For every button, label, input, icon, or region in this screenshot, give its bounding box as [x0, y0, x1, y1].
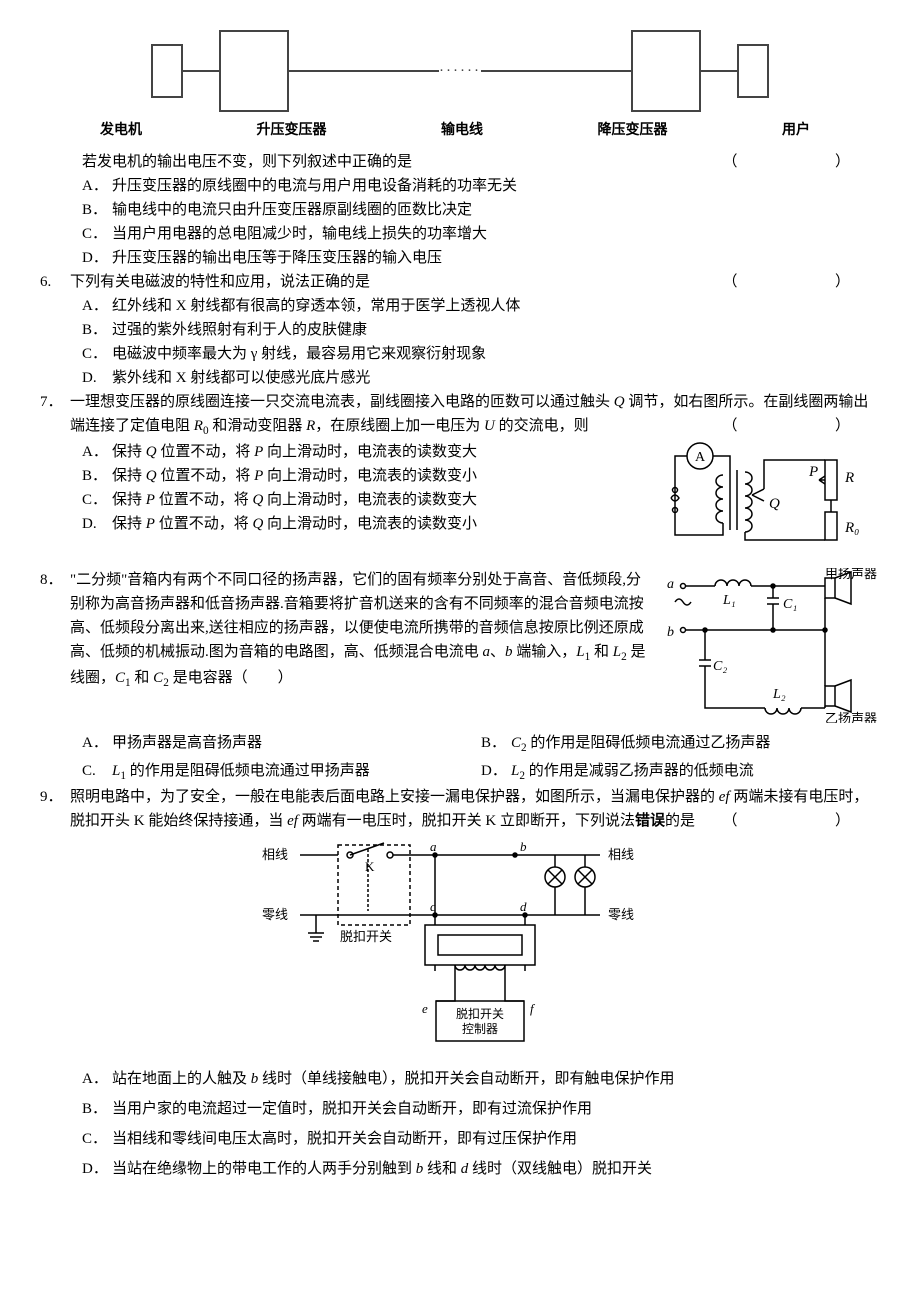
svg-text:b: b — [520, 841, 527, 854]
q7-B: 保持 Q 位置不动，将 P 向上滑动时，电流表的读数变小 — [112, 464, 477, 488]
q8-stem: "二分频"音箱内有两个不同口径的扬声器，它们的固有频率分别处于高音、音低频段,分… — [70, 572, 646, 686]
q5-B: 输电线中的电流只由升压变压器原副线圈的匝数比决定 — [112, 198, 472, 222]
svg-text:C₁: C₁ — [783, 597, 797, 612]
q6-C: 电磁波中频率最大为 γ 射线，最容易用它来观察衍射现象 — [112, 342, 486, 366]
q6-D: 紫外线和 X 射线都可以使感光底片感光 — [112, 366, 370, 390]
svg-text:零线: 零线 — [608, 907, 634, 922]
opt-letter: D． — [481, 759, 511, 785]
q6-A: 红外线和 X 射线都有很高的穿透本领，常用于医学上透视人体 — [112, 294, 520, 318]
diagram-label: 升压变压器 — [257, 118, 327, 140]
opt-letter: D． — [82, 246, 112, 270]
answer-paren: （ ） — [722, 414, 880, 438]
opt-letter: B． — [82, 318, 112, 342]
svg-text:R: R — [844, 470, 854, 486]
q7-num: 7． — [40, 390, 70, 414]
q7-block: 7． 一理想变压器的原线圈连接一只交流电流表，副线圈接入电路的匝数可以通过触头 … — [40, 390, 880, 440]
q6-block: 6. 下列有关电磁波的特性和应用，说法正确的是 （ ） — [40, 270, 880, 294]
opt-letter: C． — [82, 1127, 112, 1151]
q9-C: 当相线和零线间电压太高时，脱扣开关会自动断开，即有过压保护作用 — [112, 1127, 577, 1151]
answer-paren: （ ） — [722, 270, 880, 294]
opt-letter: C． — [82, 222, 112, 246]
svg-text:C₂: C₂ — [713, 659, 727, 674]
svg-text:Q: Q — [769, 496, 780, 512]
opt-letter: A． — [82, 731, 112, 757]
svg-text:A: A — [695, 450, 706, 465]
svg-text:脱扣开关: 脱扣开关 — [456, 1006, 504, 1021]
q5-A: 升压变压器的原线圈中的电流与用户用电设备消耗的功率无关 — [112, 174, 517, 198]
q6-num: 6. — [40, 270, 70, 294]
svg-text:a: a — [667, 577, 674, 592]
q5-block: 若发电机的输出电压不变，则下列叙述中正确的是 （ ） A．升压变压器的原线圈中的… — [40, 150, 880, 270]
svg-text:控制器: 控制器 — [462, 1022, 498, 1036]
svg-text:甲扬声器: 甲扬声器 — [825, 568, 877, 581]
svg-text:e: e — [422, 1001, 428, 1016]
q9-circuit-diagram: 相线 零线 K a c 脱扣开关 — [260, 841, 660, 1051]
q8-num: 8． — [40, 568, 70, 592]
svg-text:脱扣开关: 脱扣开关 — [340, 929, 392, 944]
q7-A: 保持 Q 位置不动，将 P 向上滑动时，电流表的读数变大 — [112, 440, 477, 464]
q7-C: 保持 P 位置不动，将 Q 向上滑动时，电流表的读数变大 — [112, 488, 477, 512]
answer-paren: （ ） — [722, 809, 880, 833]
answer-paren: （ ） — [722, 150, 880, 174]
opt-letter: B． — [82, 1097, 112, 1121]
svg-text:L₁: L₁ — [722, 593, 736, 608]
svg-text:相线: 相线 — [608, 847, 634, 862]
q8-block: 8． "二分频"音箱内有两个不同口径的扬声器，它们的固有频率分别处于高音、音低频… — [40, 568, 880, 731]
opt-letter: A． — [82, 440, 112, 464]
svg-text:P: P — [808, 464, 818, 480]
opt-letter: D. — [82, 512, 112, 536]
svg-text:K: K — [365, 859, 375, 874]
opt-letter: A． — [82, 174, 112, 198]
q9-num: 9． — [40, 785, 70, 809]
diagram-label: 降压变压器 — [598, 118, 668, 140]
opt-letter: B． — [481, 731, 511, 757]
diagram-label: 输电线 — [441, 118, 483, 140]
opt-letter: C． — [82, 488, 112, 512]
q5-stem: 若发电机的输出电压不变，则下列叙述中正确的是 — [82, 154, 412, 170]
svg-text:d: d — [520, 899, 527, 914]
q9-D: 当站在绝缘物上的带电工作的人两手分别触到 b 线和 d 线时（双线触电）脱扣开关 — [112, 1157, 652, 1181]
svg-text:零线: 零线 — [262, 907, 288, 922]
transmission-diagram: ······ 发电机 升压变压器 输电线 降压变压器 用户 — [40, 30, 880, 140]
opt-letter: A． — [82, 294, 112, 318]
opt-letter: B． — [82, 198, 112, 222]
q5-D: 升压变压器的输出电压等于降压变压器的输入电压 — [112, 246, 442, 270]
diagram-label: 用户 — [782, 118, 810, 140]
q9-block: 9． 照明电路中，为了安全，一般在电能表后面电路上安接一漏电保护器，如图所示，当… — [40, 785, 880, 833]
opt-letter: C. — [82, 759, 112, 785]
q8-D: L2 的作用是减弱乙扬声器的低频电流 — [511, 759, 754, 785]
opt-letter: C． — [82, 342, 112, 366]
q8-C: L1 的作用是阻碍低频电流通过甲扬声器 — [112, 759, 370, 785]
q7-circuit-diagram: A Q — [665, 440, 880, 560]
q9-B: 当用户家的电流超过一定值时，脱扣开关会自动断开，即有过流保护作用 — [112, 1097, 592, 1121]
opt-letter: A． — [82, 1067, 112, 1091]
opt-letter: B． — [82, 464, 112, 488]
q6-B: 过强的紫外线照射有利于人的皮肤健康 — [112, 318, 367, 342]
q7-D: 保持 P 位置不动，将 Q 向上滑动时，电流表的读数变小 — [112, 512, 477, 536]
svg-text:b: b — [667, 625, 674, 640]
diagram-label: 发电机 — [100, 118, 142, 140]
q8-B: C2 的作用是阻碍低频电流通过乙扬声器 — [511, 731, 770, 757]
q5-C: 当用户用电器的总电阻减少时，输电线上损失的功率增大 — [112, 222, 487, 246]
svg-text:f: f — [530, 1001, 536, 1016]
opt-letter: D. — [82, 366, 112, 390]
svg-text:L₂: L₂ — [772, 687, 786, 702]
svg-text:R₀: R₀ — [844, 520, 859, 536]
opt-letter: D． — [82, 1157, 112, 1181]
q9-A: 站在地面上的人触及 b 线时（单线接触电），脱扣开关会自动断开，即有触电保护作用 — [112, 1067, 675, 1091]
svg-text:相线: 相线 — [262, 847, 288, 862]
q6-stem: 下列有关电磁波的特性和应用，说法正确的是 — [70, 274, 370, 290]
svg-text:乙扬声器: 乙扬声器 — [825, 711, 877, 723]
q8-circuit-diagram: a b L₁ C₁ 甲扬声器 — [665, 568, 880, 723]
q8-A: 甲扬声器是高音扬声器 — [112, 731, 262, 757]
svg-text:a: a — [430, 841, 437, 854]
